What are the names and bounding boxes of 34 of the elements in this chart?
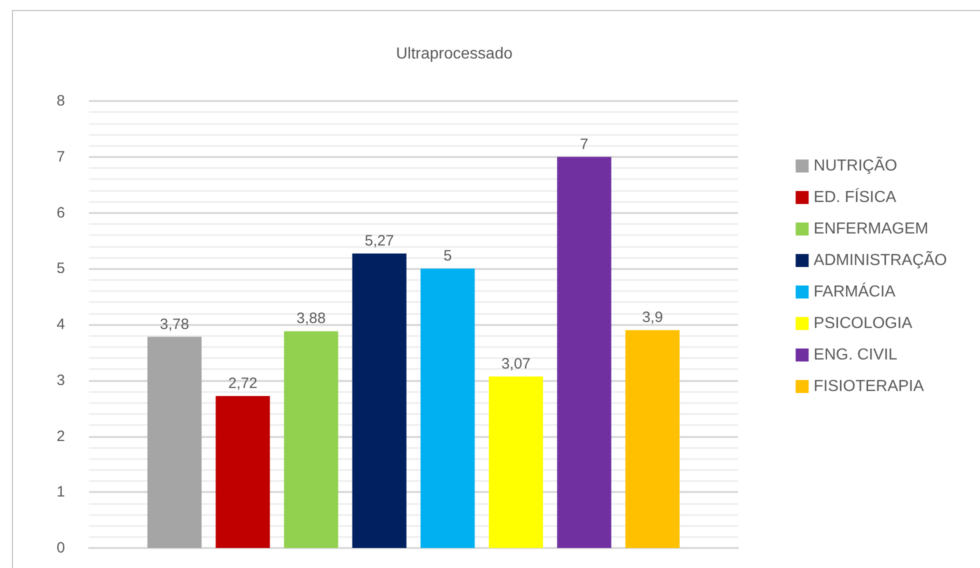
data-label: 5: [443, 248, 452, 265]
bar: [557, 156, 612, 548]
data-label: 2,72: [228, 375, 258, 392]
data-label: 3,78: [160, 316, 190, 333]
y-tick-label: 3: [56, 372, 65, 389]
y-tick-label: 1: [56, 484, 65, 501]
legend-label: ADMINISTRAÇÃO: [814, 250, 947, 269]
legend-label: FISIOTERAPIA: [814, 378, 924, 395]
data-label: 3,07: [501, 355, 531, 372]
y-tick-label: 7: [56, 148, 65, 166]
bar: [352, 254, 406, 548]
bar: [216, 396, 270, 548]
bar: [625, 330, 680, 548]
bar: [147, 336, 202, 548]
legend-label: ED. FÍSICA: [814, 188, 897, 206]
legend-label: PSICOLOGIA: [814, 315, 913, 332]
data-label: 3,9: [642, 309, 663, 326]
data-label: 7: [580, 136, 588, 153]
legend-label: ENFERMAGEM: [814, 220, 928, 238]
y-tick-label: 8: [56, 92, 65, 110]
chart-title: Ultraprocessado: [396, 46, 513, 62]
y-tick-label: 4: [56, 316, 65, 333]
y-tick-label: 2: [56, 428, 65, 445]
bar: [420, 268, 475, 548]
y-tick-label: 5: [56, 260, 65, 278]
y-tick-label: 0: [56, 540, 65, 556]
legend-label: NUTRIÇÃO: [814, 156, 898, 174]
legend-label: ENG. CIVIL: [814, 346, 898, 364]
y-tick-label: 6: [56, 204, 65, 222]
data-label: 5,27: [364, 232, 394, 250]
data-label: 3,88: [296, 310, 326, 328]
bar: [488, 376, 544, 548]
legend-label: FARMÁCIA: [814, 282, 896, 300]
bar: [284, 331, 338, 548]
